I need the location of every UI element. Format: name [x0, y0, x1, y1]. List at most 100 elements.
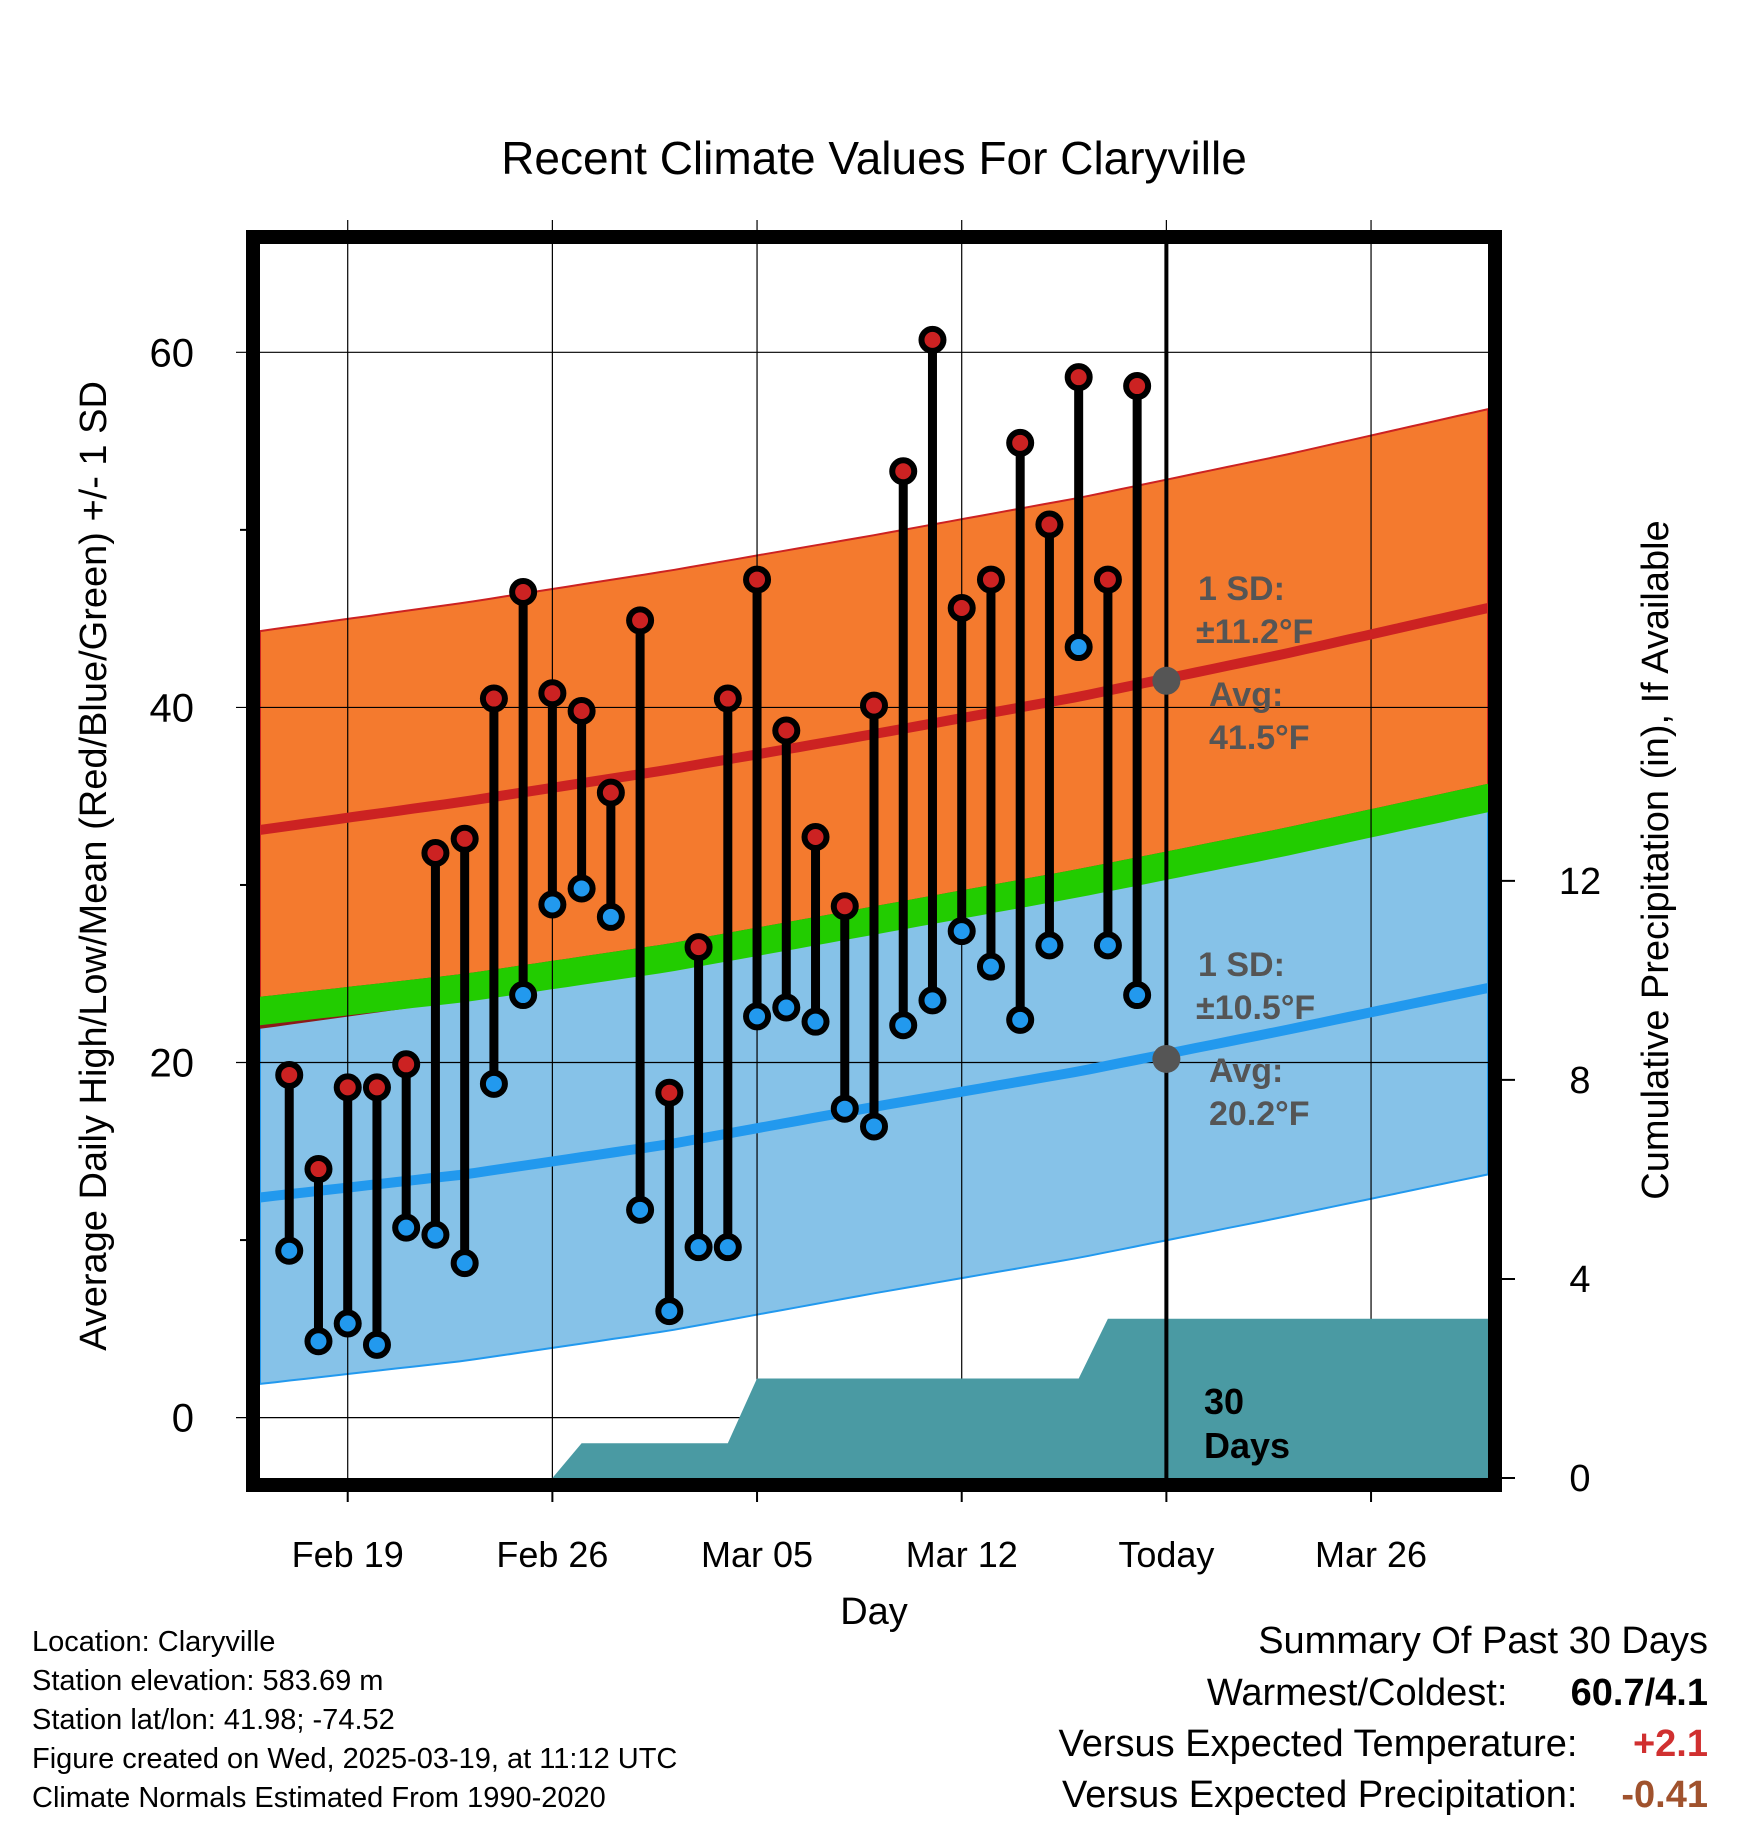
- high-point-19: [830, 892, 859, 921]
- high-sd-label: 1 SD:: [1198, 570, 1285, 608]
- high-point-2: [333, 1073, 362, 1102]
- high-point-24: [976, 565, 1005, 594]
- low-point-1: [304, 1327, 333, 1356]
- y-right-tick-label-2: 8: [1569, 1060, 1590, 1102]
- precipitation-area: [552, 1318, 1488, 1478]
- high-point-17: [772, 716, 801, 745]
- footer-elevation: Station elevation: 583.69 m: [32, 1665, 384, 1697]
- low-point-22: [918, 986, 947, 1015]
- high-point-10: [567, 696, 596, 725]
- low-annotation: 1 SD: ±10.5°F Avg: 20.2°F: [1196, 946, 1315, 1133]
- summary-warmest-row: Warmest/Coldest: 60.7/4.1: [1207, 1672, 1708, 1715]
- footer-latlon: Station lat/lon: 41.98; -74.52: [32, 1704, 395, 1736]
- x-tick-label-2: Mar 05: [701, 1534, 813, 1575]
- x-tick-label-4: Today: [1118, 1534, 1214, 1575]
- footer-normals: Climate Normals Estimated From 1990-2020: [32, 1782, 606, 1814]
- summary-temp-value: +2.1: [1632, 1723, 1708, 1765]
- high-point-22: [918, 325, 947, 354]
- high-point-20: [860, 691, 888, 720]
- window-days-number: 30: [1204, 1381, 1244, 1422]
- low-point-25: [1006, 1005, 1035, 1034]
- high-point-13: [655, 1078, 684, 1107]
- high-avg-marker: [1152, 666, 1181, 695]
- high-point-21: [889, 457, 918, 486]
- low-sd-value: ±10.5°F: [1196, 989, 1315, 1027]
- summary-title: Summary Of Past 30 Days: [1258, 1620, 1708, 1662]
- low-point-9: [538, 890, 567, 919]
- y-axis-left-label: Average Daily High/Low/Mean (Red/Blue/Gr…: [73, 381, 115, 1351]
- chart-title: Recent Climate Values For Claryville: [501, 132, 1247, 184]
- low-avg-value: 20.2°F: [1209, 1095, 1310, 1133]
- window-days-label: Days: [1204, 1425, 1290, 1466]
- low-point-14: [684, 1233, 713, 1262]
- low-point-10: [567, 874, 596, 903]
- low-point-21: [889, 1011, 918, 1040]
- low-point-7: [479, 1069, 508, 1098]
- axes: Feb 19 Feb 26 Mar 05 Mar 12 Today Mar 2602040…: [150, 331, 1602, 1575]
- x-tick-label-3: Mar 12: [906, 1534, 1018, 1575]
- high-point-5: [421, 839, 450, 868]
- high-point-7: [479, 684, 508, 713]
- low-point-4: [392, 1213, 421, 1242]
- low-avg-label: Avg:: [1209, 1052, 1283, 1090]
- high-point-0: [275, 1060, 304, 1089]
- summary-temp-label: Versus Expected Temperature:: [1058, 1723, 1578, 1765]
- summary-warmest-value: 60.7/4.1: [1570, 1672, 1708, 1714]
- low-point-27: [1064, 633, 1093, 662]
- y-right-tick-label-0: 0: [1569, 1458, 1590, 1500]
- high-sd-value: ±11.2°F: [1196, 613, 1313, 651]
- summary-temp-row: Versus Expected Temperature: +2.1: [1059, 1723, 1708, 1766]
- low-point-16: [743, 1002, 772, 1031]
- high-point-1: [304, 1155, 333, 1184]
- plot-border: [246, 230, 1502, 1492]
- high-point-3: [362, 1073, 391, 1102]
- low-point-19: [830, 1094, 859, 1123]
- daily-observations: [275, 325, 1152, 1359]
- summary-precip-value: -0.41: [1621, 1774, 1708, 1816]
- low-point-17: [772, 993, 801, 1022]
- y-left-tick-label-0: 0: [172, 1397, 194, 1441]
- summary-precip-label: Versus Expected Precipitation:: [1062, 1774, 1578, 1816]
- high-avg-value: 41.5°F: [1209, 719, 1310, 757]
- high-point-6: [450, 824, 479, 853]
- high-point-11: [596, 778, 625, 807]
- precip-area: [552, 1318, 1488, 1478]
- summary-warmest-label: Warmest/Coldest:: [1206, 1672, 1508, 1714]
- high-annotation: 1 SD: ±11.2°F Avg: 41.5°F: [1196, 570, 1313, 757]
- footer-created: Figure created on Wed, 2025-03-19, at 11…: [32, 1743, 678, 1775]
- low-point-24: [976, 952, 1005, 981]
- low-point-26: [1035, 931, 1064, 960]
- window-annotation: 30 Days: [1204, 1381, 1290, 1466]
- low-point-15: [713, 1233, 742, 1262]
- x-tick-label-0: Feb 19: [292, 1534, 404, 1575]
- low-point-23: [947, 917, 976, 946]
- y-left-tick-label-1: 20: [150, 1042, 195, 1086]
- low-point-12: [626, 1195, 655, 1224]
- y-axis-right-label: Cumulative Precipitation (in), If Availa…: [1635, 520, 1677, 1199]
- x-tick-label-1: Feb 26: [496, 1534, 608, 1575]
- high-point-8: [509, 578, 538, 607]
- mean-band: [260, 783, 1488, 1026]
- high-point-25: [1006, 428, 1035, 457]
- x-tick-label-5: Mar 26: [1315, 1534, 1427, 1575]
- low-point-28: [1093, 931, 1122, 960]
- high-point-28: [1093, 565, 1122, 594]
- low-point-13: [655, 1297, 684, 1326]
- low-point-5: [421, 1220, 450, 1249]
- high-point-4: [392, 1050, 421, 1079]
- low-point-11: [596, 902, 625, 931]
- high-point-26: [1035, 510, 1064, 539]
- low-avg-marker: [1152, 1044, 1181, 1073]
- y-right-tick-label-1: 4: [1569, 1259, 1590, 1301]
- high-point-16: [743, 565, 772, 594]
- low-point-0: [275, 1236, 304, 1265]
- footer-location: Location: Claryville: [32, 1626, 276, 1658]
- high-point-12: [626, 606, 655, 635]
- high-avg-label: Avg:: [1209, 676, 1283, 714]
- low-point-8: [509, 981, 538, 1010]
- y-left-tick-label-3: 60: [150, 331, 195, 375]
- high-point-29: [1123, 372, 1152, 401]
- high-point-27: [1064, 363, 1093, 392]
- high-point-23: [947, 593, 976, 622]
